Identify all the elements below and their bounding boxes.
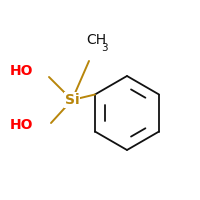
Text: Si: Si — [65, 93, 79, 107]
Text: CH: CH — [86, 33, 106, 47]
Text: 3: 3 — [101, 43, 108, 53]
Text: HO: HO — [10, 118, 34, 132]
Text: HO: HO — [10, 64, 34, 78]
